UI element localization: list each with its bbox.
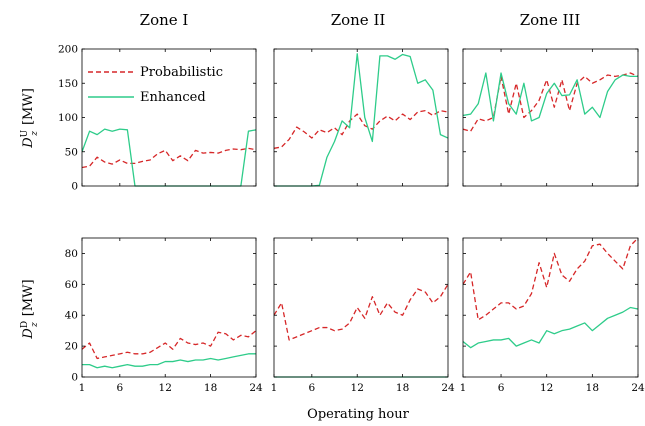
legend-label-enhanced: Enhanced [140,90,206,105]
chart-panel-bottom-right: 1 6 12 18 24 [460,237,645,394]
x-tick-label: 18 [396,382,409,394]
series-probabilistic-bottom-left [82,330,256,360]
chart-panel-top-left: 0 50 100 150 200 [58,44,257,193]
series-probabilistic-top-left [82,147,256,169]
y-label-unit: [MW] [21,279,36,316]
legend-label-probabilistic: Probabilistic [140,65,223,80]
y-label-subscript: z [30,322,40,328]
plot-frame [273,237,449,378]
y-label-subscript: z [30,131,40,137]
y-label-symbol: D [21,328,36,340]
y-label-unit: [MW] [21,88,36,125]
x-tick-label: 1 [271,382,278,394]
plot-frame [462,48,639,187]
x-tick-label: 18 [586,382,599,394]
y-label-superscript: U [20,129,30,137]
y-tick-label: 50 [65,146,78,158]
column-title-zone-2: Zone II [331,11,386,29]
x-tick-label: 12 [540,382,553,394]
y-tick-label: 80 [65,248,78,260]
x-tick-label: 1 [460,382,467,394]
x-axis-label: Operating hour [307,407,409,422]
chart-panel-top-middle [273,48,449,187]
chart-panel-bottom-middle: 1 6 12 18 24 [271,237,455,394]
legend: Probabilistic Enhanced [88,65,223,105]
y-axis-label-downward: DDz [MW] [20,279,40,339]
svg-text:DDz[MW]: DDz [MW] [20,279,40,339]
y-tick-label: 60 [65,279,78,291]
series-probabilistic-top-middle [274,110,448,149]
series-enhanced-bottom-right [463,306,638,349]
plot-frame [81,237,257,378]
x-tick-label: 6 [308,382,315,394]
y-tick-label: 200 [58,44,78,56]
x-tick-label: 6 [116,382,123,394]
plot-frame [273,48,449,187]
y-tick-label: 0 [71,181,78,193]
x-tick-label: 12 [159,382,172,394]
column-title-zone-3: Zone III [520,11,581,29]
x-tick-label: 24 [631,382,645,394]
y-label-symbol: D [21,137,36,149]
x-tick-label: 12 [351,382,364,394]
y-axis-label-upward: DUz [MW] [20,88,40,149]
y-tick-label: 40 [65,310,78,322]
series-probabilistic-bottom-right [463,237,638,321]
x-tick-label: 6 [498,382,505,394]
series-enhanced-top-left [82,128,256,187]
series-enhanced-bottom-left [82,353,256,369]
column-title-zone-1: Zone I [140,11,189,29]
x-tick-label: 24 [441,382,455,394]
y-tick-label: 150 [58,78,78,90]
y-tick-label: 0 [71,372,78,384]
x-tick-label: 1 [79,382,86,394]
x-tick-label: 24 [249,382,263,394]
y-label-superscript: D [20,321,30,328]
y-tick-label: 100 [58,112,78,124]
y-tick-label: 20 [65,341,78,353]
svg-text:DUz[MW]: DUz [MW] [20,88,40,149]
x-tick-label: 18 [204,382,217,394]
series-probabilistic-bottom-middle [274,283,448,341]
column-titles: Zone I Zone II Zone III [140,11,581,29]
chart-panel-bottom-left: 0 20 40 60 80 1 6 12 18 24 [65,237,263,394]
series-enhanced-top-right [463,72,638,122]
plot-frame [462,237,639,378]
chart-panel-top-right [462,48,639,187]
series-probabilistic-top-right [463,72,638,132]
